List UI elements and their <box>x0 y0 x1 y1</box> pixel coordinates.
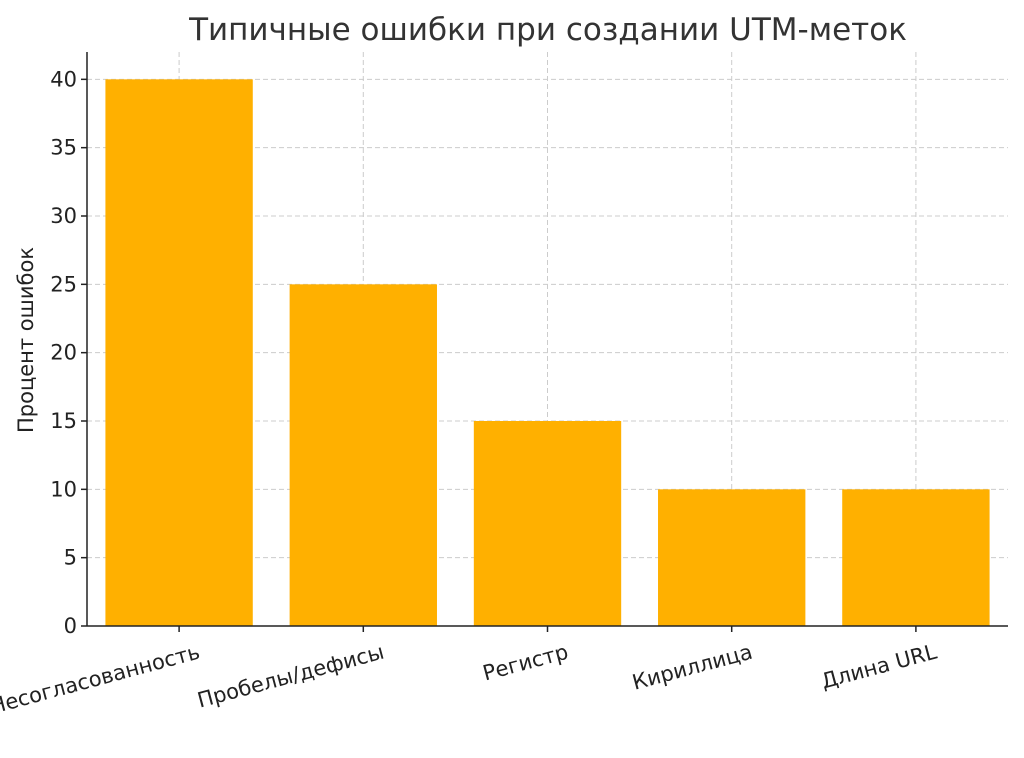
y-tick-label: 10 <box>50 477 77 501</box>
bar <box>473 421 622 626</box>
bar <box>658 489 806 626</box>
x-tick-label: Пробелы/дефисы <box>195 640 387 713</box>
y-tick-label: 20 <box>50 341 77 365</box>
y-axis-title: Процент ошибок <box>14 247 38 433</box>
bar <box>105 79 253 627</box>
y-tick-label: 25 <box>50 272 77 296</box>
bars-layer <box>105 79 990 627</box>
y-tick-label: 40 <box>50 67 77 91</box>
chart-title: Типичные ошибки при создании UTM-меток <box>188 12 907 48</box>
x-tick-label: Несогласованность <box>0 640 202 719</box>
bar <box>842 489 990 626</box>
y-tick-label: 5 <box>64 546 77 570</box>
y-tick-label: 35 <box>50 136 77 160</box>
x-tick-label: Кириллица <box>630 640 755 695</box>
y-tick-label: 15 <box>50 409 77 433</box>
bar <box>289 284 437 626</box>
y-ticks: 0 5 10 15 20 25 30 35 40 <box>50 67 87 638</box>
y-tick-label: 0 <box>64 614 77 638</box>
y-tick-label: 30 <box>50 204 77 228</box>
x-tick-label: Регистр <box>480 640 571 686</box>
x-tick-label: Длина URL <box>819 640 940 694</box>
